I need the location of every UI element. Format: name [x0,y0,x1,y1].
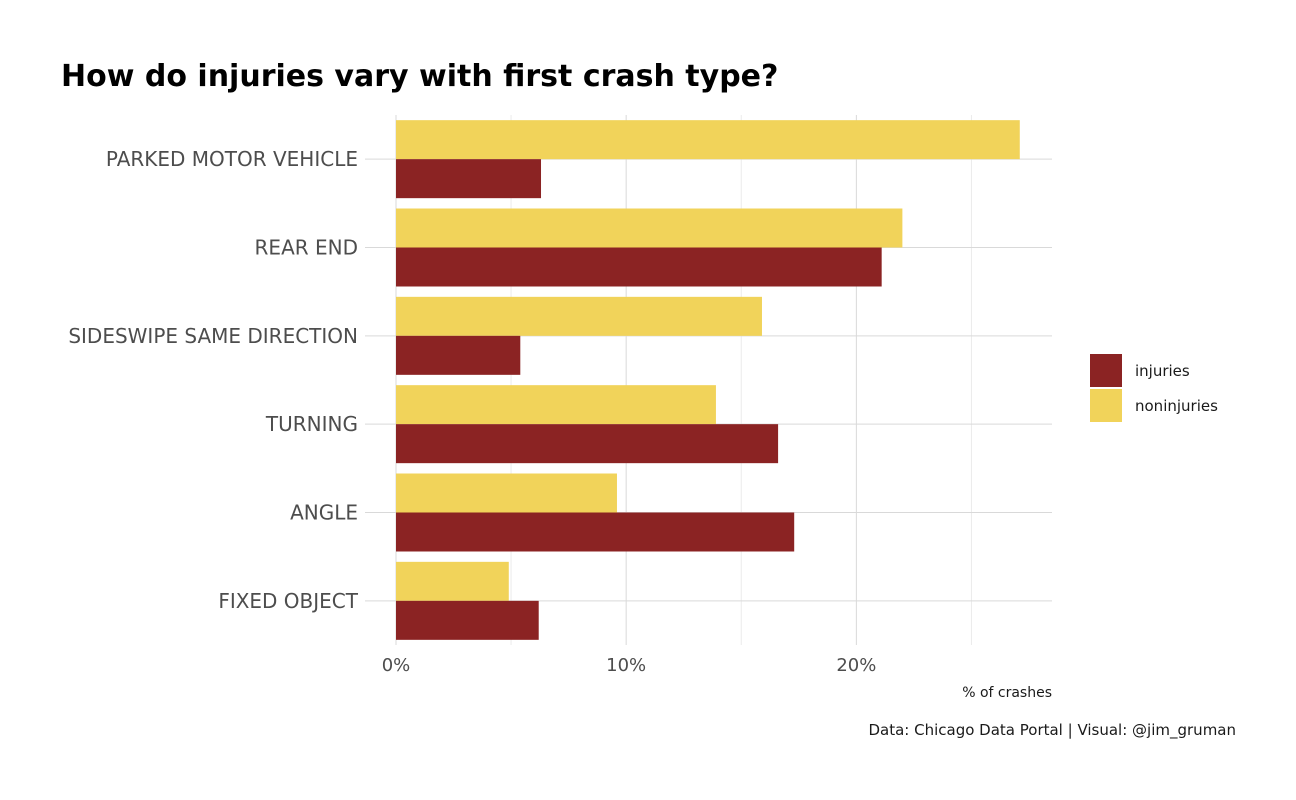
legend-swatch-injuries [1090,354,1122,387]
x-tick-label: 0% [382,655,411,676]
x-tick-label: 20% [836,655,876,676]
bar-injuries [396,600,539,640]
bar-injuries [396,512,795,552]
category-label: PARKED MOTOR VEHICLE [106,147,358,171]
bar-injuries [396,424,779,464]
x-tick-label: 10% [606,655,646,676]
category-labels: PARKED MOTOR VEHICLE REAR END SIDESWIPE SA… [68,147,358,613]
bar-injuries [396,335,521,375]
bar-noninjuries [396,473,617,513]
legend-label-injuries: injuries [1135,362,1190,380]
category-label: REAR END [255,236,358,260]
bar-injuries [396,159,542,199]
legend-label-noninjuries: noninjuries [1135,397,1218,415]
legend: injuries noninjuries [1090,354,1218,422]
category-label: TURNING [265,412,358,436]
caption: Data: Chicago Data Portal | Visual: @jim… [868,721,1236,740]
bar-noninjuries [396,120,1020,160]
category-label: FIXED OBJECT [218,589,358,613]
x-tick-labels: 0% 10% 20% [382,655,877,676]
category-label: SIDESWIPE SAME DIRECTION [68,324,358,348]
category-label: ANGLE [290,501,358,525]
legend-swatch-noninjuries [1090,389,1122,422]
bar-injuries [396,247,882,287]
bar-noninjuries [396,385,716,425]
bar-noninjuries [396,208,903,248]
bars [396,120,1020,640]
bar-noninjuries [396,561,509,601]
bar-noninjuries [396,296,762,336]
chart-title: How do injuries vary with first crash ty… [61,59,778,94]
x-axis-title: % of crashes [962,685,1052,701]
